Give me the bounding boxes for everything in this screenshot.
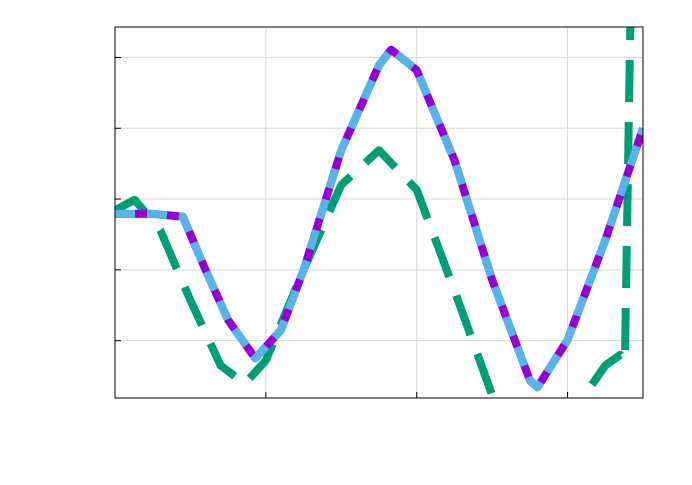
series-line — [115, 27, 635, 398]
plot-area — [115, 27, 643, 398]
plot-frame — [114, 26, 644, 399]
series-line — [115, 45, 643, 392]
series-line — [115, 45, 643, 392]
